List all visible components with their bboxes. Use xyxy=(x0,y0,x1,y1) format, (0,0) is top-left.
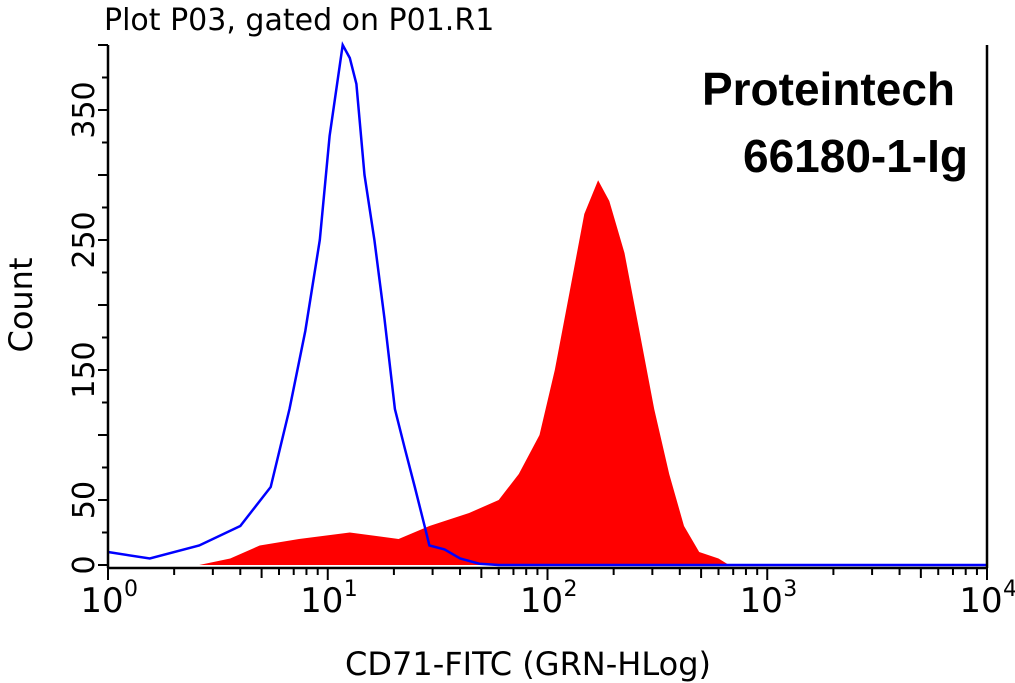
series-line-histogram xyxy=(107,41,987,567)
annotation-brand: Proteintech xyxy=(702,63,955,115)
x-tick-label: 10 xyxy=(520,581,563,621)
x-tick-label: 10 xyxy=(80,581,123,621)
y-tick-label: 50 xyxy=(67,481,102,519)
annotation-catalog: 66180-1-Ig xyxy=(743,130,968,182)
x-tick-label-exponent: 0 xyxy=(124,577,138,602)
x-tick-label: 10 xyxy=(959,581,1002,621)
y-tick-label: 350 xyxy=(67,81,102,138)
x-tick-label: 10 xyxy=(740,581,783,621)
chart-title: Plot P03, gated on P01.R1 xyxy=(104,3,494,38)
x-tick-label: 10 xyxy=(300,581,343,621)
y-tick-label: 250 xyxy=(67,211,102,268)
x-tick-label-exponent: 3 xyxy=(783,577,797,602)
series-filled-histogram xyxy=(108,180,987,565)
x-tick-label-exponent: 2 xyxy=(564,577,578,602)
x-tick-label-exponent: 4 xyxy=(1003,577,1015,602)
x-tick-label-exponent: 1 xyxy=(344,577,358,602)
y-axis-label: Count xyxy=(2,257,40,352)
y-tick-label: 150 xyxy=(67,341,102,398)
y-tick-label: 0 xyxy=(67,555,102,574)
x-axis-label: CD71-FITC (GRN-HLog) xyxy=(345,645,711,683)
